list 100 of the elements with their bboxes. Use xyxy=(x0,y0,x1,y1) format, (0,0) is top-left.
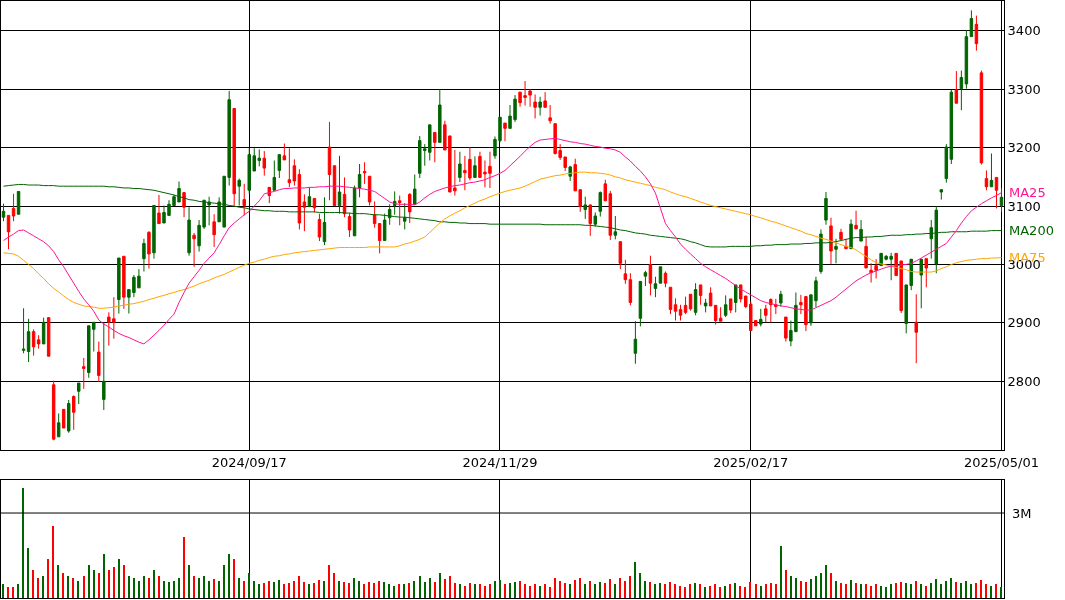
candlestick xyxy=(628,272,633,306)
candlestick xyxy=(839,228,843,240)
bar xyxy=(775,584,777,598)
candlestick xyxy=(759,308,763,327)
bar xyxy=(42,576,44,598)
candlestick xyxy=(41,317,46,345)
bar xyxy=(67,576,69,598)
candlestick xyxy=(212,213,216,248)
bar xyxy=(674,584,676,598)
bar xyxy=(975,583,977,598)
bar xyxy=(338,581,340,598)
bar xyxy=(123,565,125,598)
candlestick xyxy=(31,328,36,357)
candlestick xyxy=(187,206,191,257)
candlestick xyxy=(618,241,623,270)
bar xyxy=(479,584,481,598)
bar xyxy=(298,576,300,598)
candlestick xyxy=(327,121,332,201)
bar xyxy=(228,554,230,598)
bar xyxy=(32,570,34,598)
bar xyxy=(223,565,225,598)
bar xyxy=(17,584,19,598)
candlestick xyxy=(723,294,728,318)
candlestick xyxy=(919,258,923,309)
y-tick-label: 3200 xyxy=(1007,140,1041,156)
bar xyxy=(820,573,822,598)
candlestick xyxy=(51,380,56,441)
bar xyxy=(77,581,79,598)
bar xyxy=(12,587,14,598)
candlestick xyxy=(999,187,1004,213)
candlestick xyxy=(583,196,587,220)
candlestick xyxy=(82,357,86,390)
bar xyxy=(960,583,962,598)
x-tick-label: 2025/05/01 xyxy=(964,454,1039,470)
bar xyxy=(709,586,711,598)
bar xyxy=(263,583,265,598)
bar xyxy=(328,565,330,598)
bar xyxy=(113,567,115,598)
bar xyxy=(805,582,807,598)
bar xyxy=(268,581,270,598)
bar xyxy=(72,578,74,598)
candlestick xyxy=(568,165,572,182)
bar xyxy=(248,573,250,598)
bar xyxy=(644,581,646,598)
y-tick-label: 3100 xyxy=(1007,198,1041,214)
bar xyxy=(198,578,200,598)
candlestick xyxy=(242,183,246,216)
bar xyxy=(604,583,606,598)
candlestick xyxy=(829,217,833,265)
bar xyxy=(534,584,536,598)
candlestick xyxy=(147,230,151,270)
bar xyxy=(163,581,165,598)
bar xyxy=(273,582,275,598)
bar xyxy=(835,581,837,598)
bar xyxy=(158,576,160,598)
candlestick xyxy=(142,238,146,272)
bar xyxy=(143,576,145,598)
candlestick xyxy=(633,320,638,365)
candlestick xyxy=(784,316,788,343)
bar xyxy=(795,578,797,598)
bar xyxy=(729,584,731,598)
bar xyxy=(564,583,566,598)
bar xyxy=(549,587,551,598)
candlestick xyxy=(287,147,292,188)
candlestick xyxy=(864,236,868,269)
candlestick xyxy=(774,298,778,315)
bar xyxy=(93,570,95,598)
bar xyxy=(333,573,335,598)
bar xyxy=(529,586,531,598)
bar xyxy=(173,581,175,598)
bar xyxy=(719,587,721,598)
bar xyxy=(980,580,982,598)
bar xyxy=(920,584,922,598)
bar xyxy=(98,573,100,598)
series-label: MA25 xyxy=(1009,185,1046,200)
candlestick xyxy=(503,122,507,142)
candlestick xyxy=(994,176,999,209)
bar xyxy=(293,581,295,598)
bar xyxy=(108,570,110,598)
bar xyxy=(780,546,782,598)
candlestick xyxy=(673,297,678,322)
candlestick xyxy=(36,334,41,350)
candlestick xyxy=(413,174,417,205)
bar xyxy=(810,579,812,598)
candlestick xyxy=(232,107,236,206)
candlestick xyxy=(122,255,126,310)
x-tick-label: 2024/11/29 xyxy=(462,454,538,470)
bar xyxy=(659,583,661,598)
bar xyxy=(649,582,651,598)
bar xyxy=(539,586,541,598)
ref-line-label: 3M xyxy=(1012,506,1032,521)
line-series xyxy=(3,171,1002,309)
bar xyxy=(755,584,757,598)
bar xyxy=(860,584,862,598)
candlestick xyxy=(152,204,156,260)
candlestick xyxy=(387,203,392,226)
candlestick xyxy=(438,88,442,143)
candlestick xyxy=(653,276,658,298)
bar xyxy=(760,586,762,598)
bar xyxy=(318,580,320,598)
